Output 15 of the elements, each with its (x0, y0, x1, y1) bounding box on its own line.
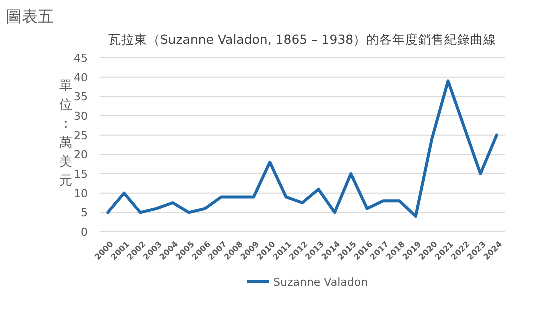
text: 圖表五 (6, 7, 54, 26)
y-tick-label: 20 (74, 148, 88, 162)
y-tick-label: 5 (81, 206, 88, 220)
y-tick-label: 10 (74, 187, 88, 200)
y-axis-title: 單位：萬美元 (60, 79, 72, 189)
line-series (106, 80, 498, 218)
y-tick-label: 35 (74, 90, 88, 104)
y-tick-label: 40 (74, 71, 88, 84)
chart-title: 瓦拉東（Suzanne Valadon, 1865 – 1938）的各年度銷售紀錄曲線 (108, 32, 497, 47)
y-tick-label: 25 (74, 129, 88, 142)
y-tick-label: 30 (74, 110, 88, 123)
legend-label: Suzanne Valadon (274, 276, 368, 289)
y-tick-label: 45 (74, 52, 88, 65)
y-tick-label: 15 (74, 168, 88, 181)
y-tick-label: 0 (81, 226, 88, 239)
